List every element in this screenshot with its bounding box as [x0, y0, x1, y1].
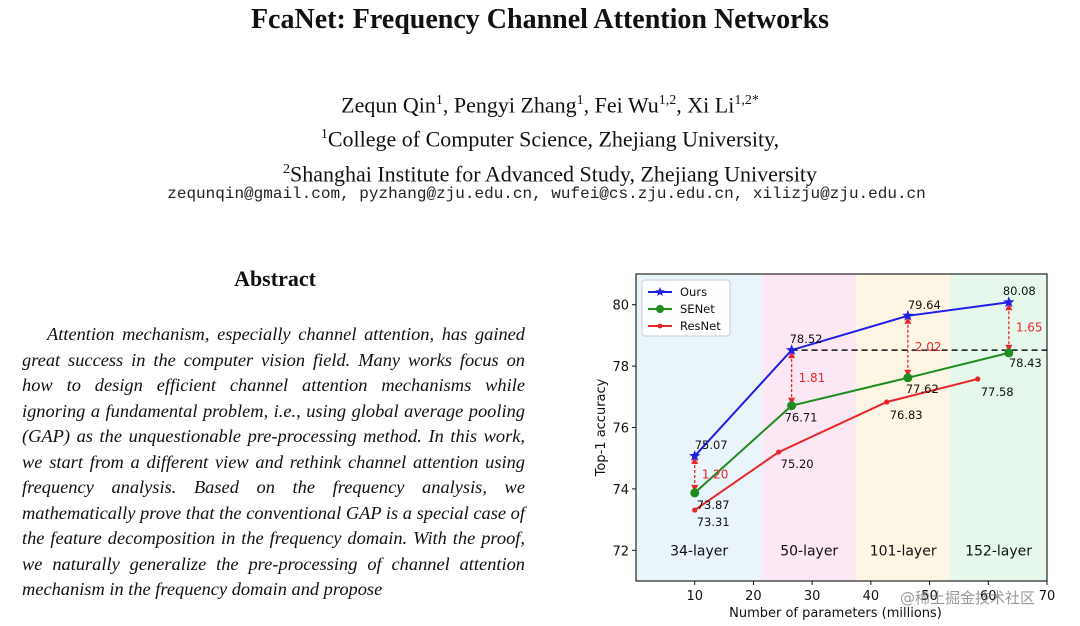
- legend-label: ResNet: [680, 319, 721, 333]
- affiliation-mark: 2: [282, 161, 290, 177]
- gap-arrow-head: [1005, 303, 1013, 311]
- region-label: 34-layer: [670, 543, 728, 559]
- affiliation-text: Shanghai Institute for Advanced Study, Z…: [289, 160, 818, 186]
- affiliation-mark: 1: [320, 127, 328, 143]
- gap-arrow-head: [1005, 344, 1013, 352]
- layer-region-band: [950, 274, 1047, 581]
- data-label: 80.08: [1003, 284, 1036, 298]
- series-line-senet: [694, 351, 1010, 494]
- accuracy-vs-params-chart: 34-layer 50-layer 101-layer 152-layer 1.20 1.…: [594, 273, 1056, 621]
- gap-arrow-head: [904, 369, 912, 377]
- gap-arrow-head: [788, 397, 796, 405]
- region-label: 101-layer: [870, 543, 937, 559]
- layer-region-band: [762, 274, 857, 581]
- data-point: [884, 399, 890, 405]
- y-tick-label: 76: [612, 422, 629, 437]
- gap-arrow-head: [691, 457, 699, 465]
- abstract-text: Attention mechanism, especially channel …: [22, 324, 525, 599]
- data-point: [785, 344, 798, 355]
- series-line-resnet: [694, 378, 978, 511]
- series-line-ours: [693, 301, 1009, 457]
- data-label: 76.83: [890, 408, 923, 422]
- gap-arrow-head: [904, 316, 912, 324]
- data-label: 79.64: [908, 298, 941, 312]
- data-label: 76.71: [785, 411, 818, 425]
- watermark: @稀土掘金技术社区: [900, 589, 1036, 607]
- author-emails: zequnqin@gmail.com, pyzhang@zju.edu.cn, …: [167, 185, 926, 203]
- x-tick-label: 60: [980, 589, 997, 604]
- author-affiliation-mark: 1,2: [658, 93, 677, 108]
- y-tick-label: 78: [612, 360, 629, 375]
- data-point: [776, 449, 782, 455]
- data-label: 78.52: [790, 332, 823, 346]
- y-tick-label: 80: [612, 299, 629, 314]
- data-label: 77.62: [906, 382, 939, 396]
- x-tick-label: 20: [745, 589, 762, 604]
- data-point: [692, 507, 698, 513]
- data-point: [1004, 348, 1014, 358]
- x-tick-label: 10: [686, 589, 703, 604]
- data-label: 78.43: [1009, 356, 1042, 370]
- data-point: [787, 401, 797, 411]
- region-label: 50-layer: [780, 543, 838, 559]
- data-point: [689, 450, 701, 461]
- data-label: 73.31: [697, 515, 730, 529]
- legend-label: SENet: [680, 302, 715, 316]
- x-axis-label: Number of parameters (millions): [729, 606, 942, 621]
- layer-region-band: [856, 274, 951, 581]
- legend-marker: [655, 287, 665, 296]
- gap-label: 1.20: [702, 467, 729, 481]
- gap-label: 1.65: [1016, 321, 1043, 335]
- data-label: 75.20: [781, 457, 814, 471]
- data-point: [903, 373, 913, 383]
- y-axis-label: Top-1 accuracy: [594, 378, 609, 477]
- data-label: 75.07: [695, 438, 728, 452]
- legend-box: [641, 279, 731, 337]
- legend-marker: [657, 323, 663, 329]
- paper-title: FcaNet: Frequency Channel Attention Netw…: [250, 4, 830, 35]
- gap-label: 2.02: [915, 340, 942, 354]
- y-tick-label: 72: [612, 544, 629, 559]
- x-tick-label: 40: [863, 589, 880, 604]
- data-point: [902, 309, 914, 321]
- data-label: 77.58: [981, 385, 1014, 399]
- legend-marker: [656, 305, 664, 313]
- affiliation-line: 2Shanghai Institute for Advanced Study, …: [0, 155, 1080, 189]
- legend-label: Ours: [680, 285, 707, 299]
- y-tick-label: 74: [612, 483, 629, 498]
- abstract-heading: Abstract: [234, 266, 316, 291]
- author-name: Zequn Qin: [341, 92, 436, 118]
- author-affiliation-mark: 1: [435, 93, 443, 108]
- author-list: Zequn Qin1, Pengyi Zhang1, Fei Wu1,2, Xi…: [341, 92, 759, 118]
- x-tick-label: 50: [921, 589, 938, 604]
- x-tick-label: 30: [804, 589, 821, 604]
- author-affiliation-mark: 1,2*: [734, 93, 759, 108]
- author-name: Fei Wu: [594, 92, 659, 118]
- author-block: Zequn Qin1, Pengyi Zhang1, Fei Wu1,2, Xi…: [0, 86, 1080, 189]
- data-point: [975, 376, 981, 382]
- author-name: Pengyi Zhang: [453, 92, 577, 118]
- data-point: [1003, 296, 1015, 308]
- affiliation-text: College of Computer Science, Zhejiang Un…: [327, 126, 780, 152]
- author-name: Xi Li: [687, 92, 735, 118]
- data-label: 73.87: [697, 498, 730, 512]
- region-label: 152-layer: [965, 543, 1032, 559]
- gap-arrow-head: [788, 351, 796, 359]
- affiliation-line: 1College of Computer Science, Zhejiang U…: [0, 120, 1080, 154]
- author-affiliation-mark: 1: [576, 93, 584, 108]
- x-tick-label: 70: [1039, 589, 1056, 604]
- gap-arrow-head: [691, 484, 699, 492]
- data-point: [690, 488, 700, 498]
- gap-label: 1.81: [799, 371, 826, 385]
